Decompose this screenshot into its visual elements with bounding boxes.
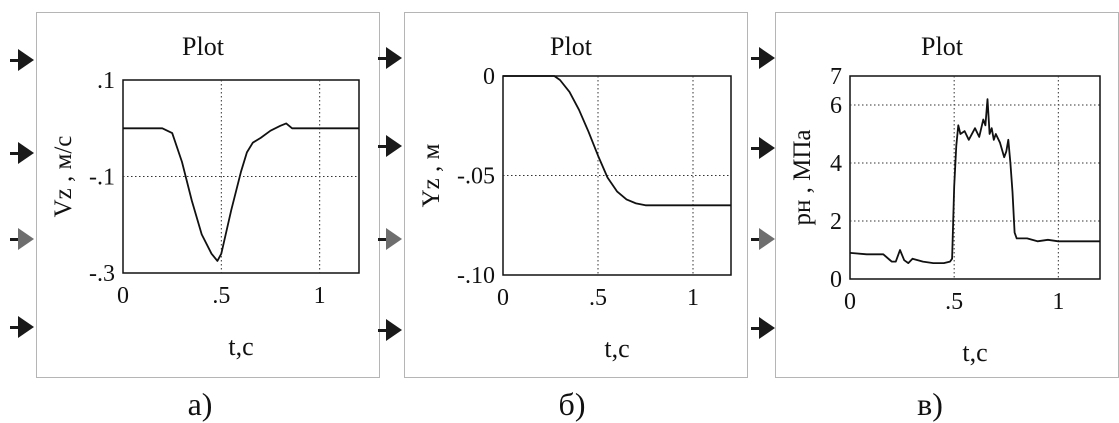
x-axis-label: t,c: [228, 332, 253, 361]
x-tick-label: .5: [945, 289, 963, 315]
panel-c-caption: в): [917, 386, 943, 422]
input-port-arrow-icon[interactable]: [759, 317, 775, 339]
panel-c-frame: Plot 7 6 4 2 0 0 .5 1 t,c pн , МПа: [775, 12, 1119, 378]
series-line: [849, 98, 1100, 265]
input-port-arrow-icon[interactable]: [386, 319, 402, 341]
x-tick-label: 1: [687, 285, 699, 311]
x-axis-label: t,c: [604, 334, 629, 363]
port-stub: [378, 329, 386, 332]
y-tick-label: 0: [483, 64, 495, 90]
y-axis-label: Vz , м/с: [50, 136, 77, 218]
y-axis-label: pн , МПа: [789, 129, 816, 225]
input-port-arrow-icon[interactable]: [759, 137, 775, 159]
port-stub: [10, 59, 18, 62]
series-line: [123, 122, 359, 262]
y-axis-label: Yz , м: [418, 143, 445, 207]
x-tick-label: 1: [314, 283, 326, 309]
plot-area: [502, 75, 732, 276]
port-stub: [751, 57, 759, 60]
port-stub: [751, 147, 759, 150]
y-tick-label: -.10: [457, 263, 495, 289]
port-stub: [378, 145, 386, 148]
panel-b-frame: Plot 0 -.05 -.10 0.5 1 t,c Yz , м: [404, 12, 748, 378]
y-tick-label: -.1: [89, 165, 115, 191]
port-stub: [378, 57, 386, 60]
x-tick-label: .5: [212, 283, 230, 309]
y-tick-label: 2: [830, 209, 842, 235]
input-port-arrow-icon[interactable]: [18, 142, 34, 164]
input-port-arrow-icon[interactable]: [759, 228, 775, 250]
y-tick-label: 0: [830, 267, 842, 293]
y-tick-label: -.05: [457, 164, 495, 190]
chart-title: Plot: [921, 32, 964, 61]
panel-a-chart: Plot .1 -.1 -.30 .5 1 t,c Vz , м/с: [50, 32, 360, 361]
port-stub: [378, 238, 386, 241]
input-port-arrow-icon[interactable]: [759, 47, 775, 69]
x-axis-label: t,c: [962, 338, 987, 367]
y-tick-label: 4: [830, 151, 842, 177]
input-port-arrow-icon[interactable]: [18, 316, 34, 338]
port-stub: [10, 326, 18, 329]
chart-title: Plot: [550, 32, 593, 61]
y-tick-label: 6: [830, 93, 842, 119]
plot-area: [849, 75, 1101, 280]
x-tick-label: 0: [844, 289, 856, 315]
y-tick-label: 7: [830, 64, 842, 90]
input-port-arrow-icon[interactable]: [386, 135, 402, 157]
x-tick-label: .5: [589, 285, 607, 311]
panel-b-caption: б): [558, 386, 586, 422]
y-tick-label: -.3: [89, 261, 115, 287]
input-port-arrow-icon[interactable]: [18, 228, 34, 250]
y-tick-label: .1: [97, 68, 115, 94]
x-tick-label: 0: [497, 285, 509, 311]
panel-c-chart: Plot 7 6 4 2 00 .5 1 t,c pн , МПа: [789, 32, 1101, 367]
port-stub: [751, 238, 759, 241]
input-port-arrow-icon[interactable]: [18, 49, 34, 71]
port-stub: [751, 327, 759, 330]
input-port-arrow-icon[interactable]: [386, 47, 402, 69]
input-port-arrow-icon[interactable]: [386, 228, 402, 250]
x-tick-label: 0: [117, 283, 129, 309]
x-tick-label: 1: [1052, 289, 1064, 315]
port-stub: [10, 238, 18, 241]
chart-title: Plot: [182, 32, 225, 61]
port-stub: [10, 152, 18, 155]
panel-a-frame: Plot .1 -.1 -.3 0 .5 1 t,c Vz , м/с: [36, 12, 380, 378]
panel-a-caption: а): [187, 386, 213, 422]
series-line: [503, 75, 731, 207]
